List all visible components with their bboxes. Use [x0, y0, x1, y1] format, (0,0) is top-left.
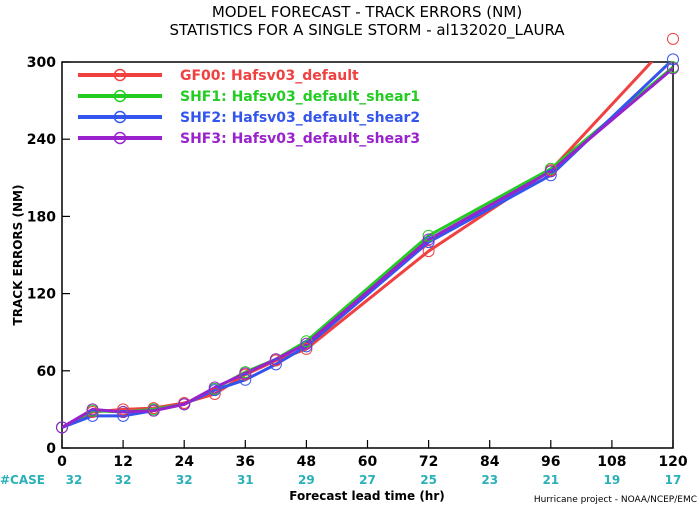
series-point — [117, 405, 130, 418]
series-point — [422, 236, 435, 249]
series-point — [117, 409, 130, 422]
series-point — [117, 403, 130, 416]
x-tick-label: 0 — [57, 454, 67, 470]
series-point — [422, 229, 435, 242]
series-point — [56, 421, 68, 434]
series-point — [422, 245, 435, 258]
x-axis-label: Forecast lead time (hr) — [289, 489, 445, 503]
legend-entry-label: SHF3: Hafsv03_default_shear3 — [180, 131, 420, 147]
case-count: 19 — [604, 473, 621, 487]
y-tick-label: 0 — [46, 441, 56, 457]
series-group — [56, 32, 679, 434]
chart-subtitle: STATISTICS FOR A SINGLE STORM - al132020… — [169, 21, 565, 40]
series-point — [147, 404, 160, 417]
legend: GF00: Hafsv03_default SHF1: Hafsv03_defau… — [78, 68, 420, 147]
x-tick-label: 72 — [419, 454, 438, 470]
case-count: 25 — [420, 473, 437, 487]
legend-swatch-marker — [113, 89, 127, 103]
series-point — [300, 342, 313, 355]
series-point — [178, 398, 191, 411]
legend-swatch-marker — [113, 110, 127, 124]
series-point — [300, 337, 313, 350]
credit-text: Hurricane project - NOAA/NCEP/EMC — [534, 495, 697, 505]
series-point — [544, 169, 557, 182]
x-tick-label: 60 — [358, 454, 378, 470]
case-count: 32 — [66, 473, 83, 487]
case-count: 23 — [481, 473, 498, 487]
y-tick-label: 180 — [27, 209, 56, 225]
chart-title: MODEL FORECAST - TRACK ERRORS (NM) — [212, 3, 522, 21]
y-tick-label: 240 — [27, 132, 56, 148]
legend-entry-label: SHF2: Hafsv03_default_shear2 — [180, 110, 420, 126]
case-count: 31 — [237, 473, 254, 487]
series-point — [544, 162, 557, 175]
series-point — [667, 32, 679, 45]
series-point — [239, 373, 252, 386]
case-count: 27 — [359, 473, 376, 487]
y-tick-label: 60 — [37, 364, 57, 380]
case-count: 17 — [665, 473, 682, 487]
legend-entry-label: SHF1: Hafsv03_default_shear1 — [180, 89, 420, 105]
x-tick-label: 84 — [480, 454, 500, 470]
y-tick-label: 120 — [27, 287, 56, 303]
case-count: 32 — [176, 473, 193, 487]
y-tick-label: 300 — [27, 55, 56, 71]
series-point — [208, 381, 221, 394]
series-point — [667, 53, 679, 66]
series-point — [269, 358, 282, 371]
case-label: #CASE — [0, 473, 45, 487]
x-tick-label: 12 — [113, 454, 132, 470]
legend-entry-label: GF00: Hafsv03_default — [180, 68, 359, 84]
x-tick-label: 24 — [174, 454, 194, 470]
x-tick-label: 36 — [236, 454, 255, 470]
series-point — [86, 403, 99, 416]
y-axis-label: TRACK ERRORS (NM) — [11, 185, 25, 326]
series-point — [208, 384, 221, 397]
x-tick-label: 48 — [297, 454, 316, 470]
series-point — [544, 165, 557, 178]
x-tick-label: 96 — [541, 454, 560, 470]
x-tick-label: 108 — [597, 454, 626, 470]
series-point — [208, 387, 221, 400]
series-point — [300, 340, 313, 353]
case-count: 21 — [542, 473, 559, 487]
series-point — [86, 409, 99, 422]
series-point — [239, 367, 252, 380]
axis-ticks: 0 32 12 32 24 32 36 31 48 29 60 27 72 25 84 23 96 21 108 19… — [27, 55, 688, 487]
case-count: 32 — [115, 473, 132, 487]
legend-swatch-marker — [113, 68, 127, 82]
series-point — [300, 335, 313, 348]
series-point — [667, 62, 679, 75]
x-tick-label: 120 — [658, 454, 687, 470]
case-count: 29 — [298, 473, 315, 487]
legend-swatch-marker — [113, 131, 127, 145]
series-point — [269, 353, 282, 366]
series-point — [422, 233, 435, 246]
